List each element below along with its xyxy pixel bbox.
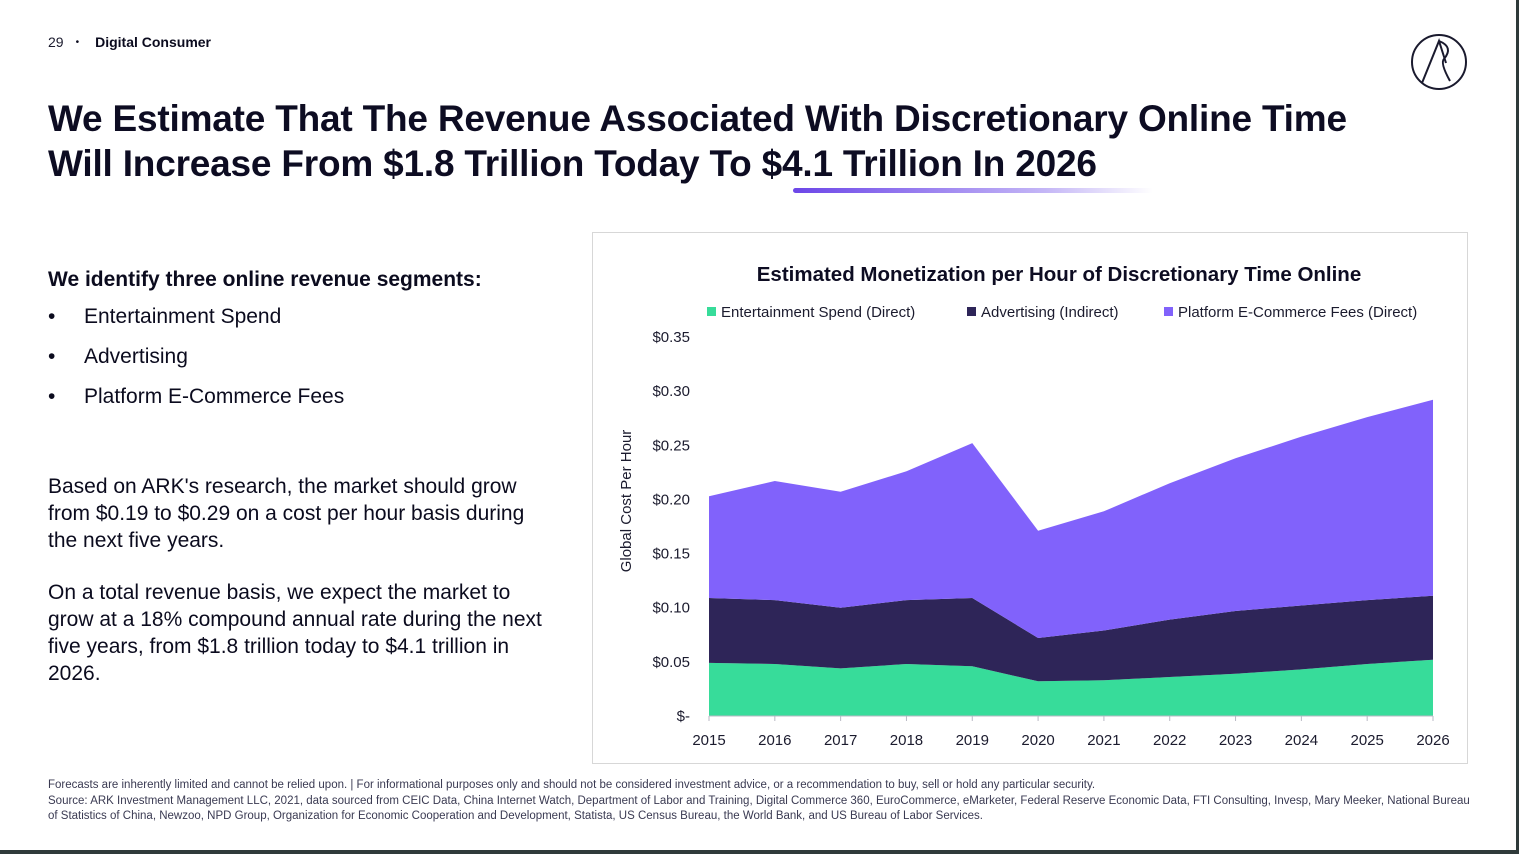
- area-series-2: [709, 595, 1433, 682]
- header-separator: •: [75, 36, 80, 48]
- title-line-2-prefix: Will Increase From $1.8 Trillion Today T…: [48, 143, 762, 184]
- growth-paragraph: Based on ARK's research, the market shou…: [48, 475, 525, 552]
- y-tick-label: $0.25: [652, 437, 690, 454]
- legend-label: Advertising (Indirect): [981, 304, 1119, 321]
- y-tick-label: $0.10: [652, 600, 690, 617]
- section-name: Digital Consumer: [95, 34, 211, 50]
- legend-label: Entertainment Spend (Direct): [721, 304, 915, 321]
- y-tick-label: $0.35: [652, 329, 690, 346]
- page-header: 29 • Digital Consumer: [48, 34, 211, 50]
- x-tick-label: 2018: [890, 732, 923, 749]
- legend-swatch: [967, 307, 976, 316]
- bullet: •: [48, 385, 56, 408]
- x-tick-label: 2022: [1153, 732, 1186, 749]
- x-tick-label: 2025: [1350, 732, 1383, 749]
- title-line-2: Will Increase From $1.8 Trillion Today T…: [48, 141, 1448, 186]
- chart-areas: [709, 399, 1433, 716]
- y-tick-label: $0.05: [652, 654, 690, 671]
- x-tick-label: 2020: [1021, 732, 1054, 749]
- y-tick-label: $-: [677, 708, 690, 725]
- area-series-1: [709, 659, 1433, 716]
- page-title: We Estimate That The Revenue Associated …: [48, 96, 1448, 186]
- list-item: • Advertising: [48, 342, 548, 382]
- x-tick-label: 2023: [1219, 732, 1252, 749]
- source-line: Source: ARK Investment Management LLC, 2…: [48, 794, 1470, 823]
- legend-label: Platform E-Commerce Fees (Direct): [1178, 304, 1417, 321]
- ark-logo-icon: [1411, 34, 1467, 90]
- disclaimer-line: Forecasts are inherently limited and can…: [48, 779, 1096, 791]
- list-item: • Platform E-Commerce Fees: [48, 382, 548, 422]
- bullet: •: [48, 305, 56, 328]
- chart-frame: [592, 232, 1468, 764]
- x-tick-label: 2017: [824, 732, 857, 749]
- legend-swatch: [1164, 307, 1173, 316]
- chart-legend: Entertainment Spend (Direct) Advertising …: [707, 304, 1417, 321]
- x-tick-label: 2019: [956, 732, 989, 749]
- page-number: 29: [48, 34, 64, 50]
- y-tick-label: $0.20: [652, 491, 690, 508]
- x-tick-label: 2015: [692, 732, 725, 749]
- segment-label: Entertainment Spend: [84, 305, 282, 328]
- segment-label: Platform E-Commerce Fees: [84, 385, 345, 408]
- y-tick-label: $0.30: [652, 383, 690, 400]
- revenue-paragraph: On a total revenue basis, we expect the …: [48, 581, 542, 685]
- segments-heading: We identify three online revenue segment…: [48, 268, 482, 291]
- x-tick-label: 2021: [1087, 732, 1120, 749]
- title-highlight: $4.1 Trillion In 2026: [761, 143, 1097, 184]
- y-axis: $- $0.05 $0.10 $0.15 $0.20 $0.25 $0.30 $0.35: [652, 329, 690, 725]
- segment-label: Advertising: [84, 345, 188, 368]
- x-tick-label: 2024: [1285, 732, 1318, 749]
- y-axis-label: Global Cost Per Hour: [618, 430, 635, 573]
- area-series-3: [709, 399, 1433, 638]
- bottom-bar: [0, 850, 1519, 854]
- bullet: •: [48, 345, 56, 368]
- x-axis: 2015 2016 2017 2018 2019 2020 2021 2022 2023 2024…: [692, 715, 1450, 749]
- legend-swatch: [707, 307, 716, 316]
- segments-list: • Entertainment Spend • Advertising • Platf…: [48, 302, 548, 422]
- segments-panel: We identify three online revenue segment…: [48, 268, 548, 422]
- x-tick-label: 2026: [1416, 732, 1449, 749]
- title-line-1: We Estimate That The Revenue Associated …: [48, 98, 1347, 139]
- x-tick-label: 2016: [758, 732, 791, 749]
- title-underline: [793, 188, 1153, 193]
- chart-title: Estimated Monetization per Hour of Discr…: [757, 263, 1361, 286]
- footer-disclaimer: Forecasts are inherently limited and can…: [48, 778, 1478, 825]
- list-item: • Entertainment Spend: [48, 302, 548, 342]
- y-tick-label: $0.15: [652, 546, 690, 563]
- window-edge: [1516, 0, 1519, 854]
